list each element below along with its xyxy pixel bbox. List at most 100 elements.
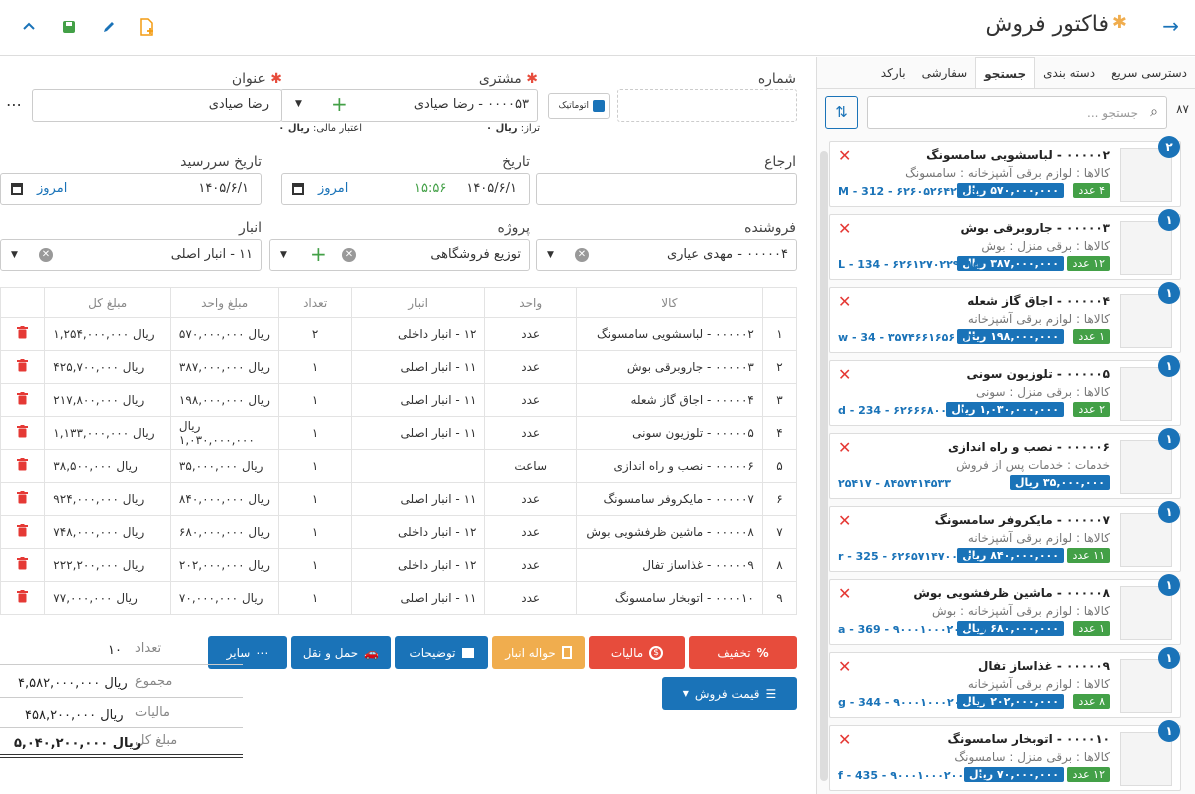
search-input[interactable]: ⌕ جستجو ...	[867, 96, 1167, 129]
add-customer-icon[interactable]: +	[331, 92, 348, 116]
table-row[interactable]: ۸ ۰۰۰۰۰۹ - غذاساز تفال عدد ۱۲ - انبار داخلی…	[0, 548, 798, 582]
product-card[interactable]: ۱ ۰۰۰۰۰۸ - ماشین ظرفشویی بوش کالاها : لواز…	[829, 574, 1181, 645]
product-image	[1120, 440, 1172, 494]
price-badge: ۵۷۰,۰۰۰,۰۰۰ ریال	[957, 183, 1064, 198]
chevron-down-icon[interactable]: ▼	[11, 250, 18, 260]
percent-icon: %	[756, 645, 769, 660]
row-item: ۰۰۰۰۰۶ - نصب و راه اندازی	[575, 449, 763, 483]
calendar-icon[interactable]	[11, 183, 23, 195]
table-row[interactable]: ۳ ۰۰۰۰۰۴ - اجاق گاز شعله عدد ۱۱ - انبار اصل…	[0, 383, 798, 417]
product-image	[1120, 659, 1172, 713]
collapse-chevron-icon[interactable]	[18, 16, 40, 38]
subject-input[interactable]: رضا صیادی	[32, 89, 282, 122]
warehouse-select[interactable]: ۱۱ - انبار اصلی ✕ ▼	[0, 239, 262, 271]
row-unit: عدد	[484, 548, 577, 582]
product-category: کالاها : برقی منزل : بوش	[981, 239, 1110, 253]
remove-icon[interactable]: ✕	[838, 146, 852, 165]
remove-icon[interactable]: ✕	[838, 657, 852, 676]
table-row[interactable]: ۶ ۰۰۰۰۰۷ - مایکروفر سامسونگ عدد ۱۱ - انبار …	[0, 482, 798, 516]
product-card[interactable]: ۱ ۰۰۰۰۱۰ - اتوبخار سامسونگ کالاها : برقی م…	[829, 720, 1181, 791]
delete-row-icon[interactable]	[0, 350, 46, 384]
save-icon[interactable]	[58, 16, 80, 38]
clear-icon[interactable]: ✕	[575, 248, 589, 262]
remove-icon[interactable]: ✕	[838, 511, 852, 530]
reference-label: ارجاع	[764, 154, 796, 170]
product-card[interactable]: ۱ ۰۰۰۰۰۶ - نصب و راه اندازی خدمات : خدمات …	[829, 428, 1181, 499]
table-row[interactable]: ۱ ۰۰۰۰۰۲ - لباسشویی سامسونگ عدد ۱۲ - انبار …	[0, 317, 798, 351]
calendar-icon[interactable]	[292, 183, 304, 195]
remove-icon[interactable]: ✕	[838, 584, 852, 603]
product-card[interactable]: ۱ ۰۰۰۰۰۴ - اجاق گاز شعله کالاها : لوازم بر…	[829, 282, 1181, 353]
product-code: f - 435 - ۹۰۰۰۱۰۰۰۲۰۰۰۰۹	[838, 769, 985, 782]
back-arrow-icon[interactable]: →	[1162, 14, 1179, 38]
delete-row-icon[interactable]	[0, 416, 46, 450]
other-button[interactable]: ⋯ سایر	[208, 636, 287, 669]
price-list-dropdown[interactable]: ☰ قیمت فروش ▼	[662, 677, 797, 710]
row-qty: ۱	[278, 416, 352, 450]
tax-total-value: ریال ۴۵۸,۲۰۰,۰۰۰	[25, 708, 124, 723]
customer-select[interactable]: ۰۰۰۰۵۳ - رضا صیادی + ▼	[280, 89, 538, 122]
table-row[interactable]: ۲ ۰۰۰۰۰۳ - جاروبرقی بوش عدد ۱۱ - انبار اصلی…	[0, 350, 798, 384]
product-card[interactable]: ۱ ۰۰۰۰۰۵ - تلوزیون سونی کالاها : برقی منزل…	[829, 355, 1181, 426]
table-row[interactable]: ۹ ۰۰۰۰۱۰ - اتوبخار سامسونگ عدد ۱۱ - انبار ا…	[0, 581, 798, 615]
tab-category[interactable]: دسته بندی	[1043, 66, 1096, 80]
subject-label: ✱ عنوان	[231, 71, 282, 87]
product-card[interactable]: ۱ ۰۰۰۰۰۳ - جاروبرقی بوش کالاها : برقی منزل…	[829, 209, 1181, 280]
delete-row-icon[interactable]	[0, 482, 46, 516]
shipping-button[interactable]: 🚗 حمل و نقل	[291, 636, 391, 669]
table-row[interactable]: ۷ ۰۰۰۰۰۸ - ماشین ظرفشویی بوش عدد ۱۲ - انبار…	[0, 515, 798, 549]
due-date-input[interactable]: ۱۴۰۵/۶/۱ امروز	[0, 173, 262, 205]
table-row[interactable]: ۴ ۰۰۰۰۰۵ - تلوزیون سونی عدد ۱۱ - انبار اصلی…	[0, 416, 798, 450]
product-code: d - 234 - ۶۲۶۶۶۸۰۰۰۰۱۲۷	[838, 404, 981, 417]
tax-button[interactable]: $ مالیات	[589, 636, 685, 669]
discount-button[interactable]: % تخفیف	[689, 636, 797, 669]
remove-icon[interactable]: ✕	[838, 292, 852, 311]
number-label: شماره	[757, 71, 796, 87]
edit-pencil-icon[interactable]	[98, 16, 120, 38]
delete-row-icon[interactable]	[0, 548, 46, 582]
tab-barcode[interactable]: بارکد	[880, 66, 906, 80]
delete-row-icon[interactable]	[0, 449, 46, 483]
tab-quick-access[interactable]: دسترسی سریع	[1111, 66, 1187, 80]
number-input[interactable]	[617, 89, 797, 122]
due-today-link[interactable]: امروز	[37, 181, 68, 196]
remove-icon[interactable]: ✕	[838, 438, 852, 457]
delete-row-icon[interactable]	[0, 383, 46, 417]
product-code: r - 325 - ۶۲۶۵۷۱۴۷۰۰۰۴۰	[838, 550, 979, 563]
add-project-icon[interactable]: +	[310, 242, 327, 266]
chevron-down-icon[interactable]: ▼	[280, 250, 287, 260]
clear-icon[interactable]: ✕	[39, 248, 53, 262]
sort-toggle-icon[interactable]: ⇅	[825, 96, 858, 129]
remove-icon[interactable]: ✕	[838, 365, 852, 384]
product-card[interactable]: ۲ ۰۰۰۰۰۲ - لباسشویی سامسونگ کالاها : لوازم…	[829, 136, 1181, 207]
chevron-down-icon[interactable]: ▼	[547, 250, 554, 260]
scrollbar[interactable]	[820, 151, 828, 781]
new-document-icon[interactable]	[136, 16, 158, 38]
tab-custom[interactable]: سفارشی	[921, 66, 968, 80]
delete-row-icon[interactable]	[0, 317, 46, 351]
product-card[interactable]: ۱ ۰۰۰۰۰۷ - مایکروفر سامسونگ کالاها : لوازم…	[829, 501, 1181, 572]
product-card[interactable]: ۱ ۰۰۰۰۰۹ - غذاساز تفال کالاها : لوازم برقی…	[829, 647, 1181, 718]
seller-select[interactable]: ۰۰۰۰۰۴ - مهدی عیاری ✕ ▼	[536, 239, 797, 271]
remove-icon[interactable]: ✕	[838, 730, 852, 749]
remove-icon[interactable]: ✕	[838, 219, 852, 238]
time-value: ۱۵:۵۶	[414, 181, 447, 196]
warehouse-slip-button[interactable]: حواله انبار	[492, 636, 585, 669]
auto-number-checkbox[interactable]: اتوماتیک	[548, 93, 610, 119]
chevron-down-icon[interactable]: ▼	[295, 99, 302, 109]
table-row[interactable]: ۵ ۰۰۰۰۰۶ - نصب و راه اندازی ساعت ۱ ریال ۳۵,۰…	[0, 449, 798, 483]
product-category: کالاها : برقی منزل : سونی	[975, 385, 1110, 399]
notes-button[interactable]: توضیحات	[395, 636, 488, 669]
clear-icon[interactable]: ✕	[342, 248, 356, 262]
row-item: ۰۰۰۰۰۷ - مایکروفر سامسونگ	[575, 482, 763, 516]
project-select[interactable]: توزیع فروشگاهی ✕ + ▼	[269, 239, 530, 271]
tab-search[interactable]: جستجو	[975, 57, 1036, 88]
more-options-icon[interactable]: ⋯	[6, 95, 22, 114]
delete-row-icon[interactable]	[0, 515, 46, 549]
reference-input[interactable]	[536, 173, 797, 205]
delete-row-icon[interactable]	[0, 581, 46, 615]
date-input[interactable]: ۱۴۰۵/۶/۱ ۱۵:۵۶ امروز	[281, 173, 530, 205]
today-link[interactable]: امروز	[318, 181, 349, 196]
row-total: ریال ۹۲۴,۰۰۰,۰۰۰	[44, 482, 171, 516]
row-warehouse	[350, 449, 486, 483]
